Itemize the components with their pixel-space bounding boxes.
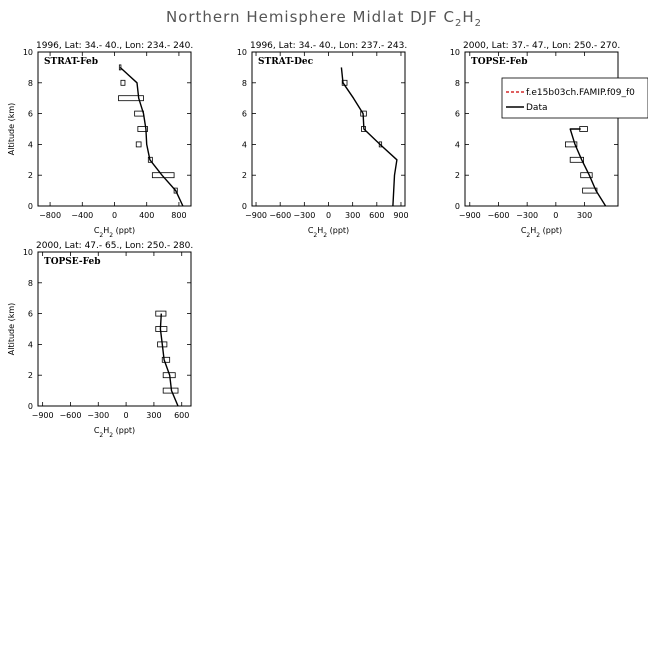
range-box bbox=[580, 172, 593, 179]
y-tick-label: 2 bbox=[28, 171, 33, 180]
y-tick-label: 10 bbox=[237, 48, 247, 57]
y-tick-label: 0 bbox=[28, 402, 33, 411]
x-tick-label: 300 bbox=[345, 211, 360, 220]
panel-title: 1996, Lat: 34.- 40., Lon: 234.- 240. bbox=[36, 41, 193, 51]
x-tick-label: 0 bbox=[124, 411, 129, 420]
legend: f.e15b03ch.FAMIP.f09_f0 Data bbox=[501, 77, 648, 119]
x-tick-label: −800 bbox=[39, 211, 61, 220]
x-tick-label: −300 bbox=[516, 211, 538, 220]
plot-frame bbox=[251, 51, 406, 207]
series-line-data bbox=[159, 313, 179, 407]
chart-panel-2: 1996, Lat: 34.- 40., Lon: 237.- 243. STRA… bbox=[237, 41, 409, 239]
x-tick-label: −600 bbox=[59, 411, 81, 420]
range-box bbox=[118, 95, 144, 102]
y-tick-label: 6 bbox=[455, 110, 460, 119]
x-tick-label: 0 bbox=[326, 211, 331, 220]
series-line-data bbox=[569, 128, 607, 207]
y-tick-label: 4 bbox=[28, 140, 33, 149]
range-box bbox=[569, 156, 584, 163]
panel-label: STRAT-Dec bbox=[258, 57, 314, 67]
x-tick-label: −400 bbox=[71, 211, 93, 220]
x-axis-label: C2H2 (ppt) bbox=[521, 226, 562, 239]
x-tick-label: 300 bbox=[146, 411, 161, 420]
plot-frame bbox=[464, 51, 619, 207]
y-tick-label: 2 bbox=[455, 171, 460, 180]
y-axis-label: Altitude (km) bbox=[7, 103, 16, 155]
series-line-data bbox=[340, 67, 398, 207]
series-line-data bbox=[119, 66, 184, 207]
y-tick-label: 10 bbox=[23, 48, 33, 57]
panel-title: 2000, Lat: 47.- 65., Lon: 250.- 280. bbox=[36, 241, 193, 251]
x-tick-label: 600 bbox=[369, 211, 384, 220]
x-tick-label: 900 bbox=[393, 211, 408, 220]
range-box bbox=[137, 126, 148, 132]
y-tick-label: 6 bbox=[28, 110, 33, 119]
chart-panel-1: 1996, Lat: 34.- 40., Lon: 234.- 240. STRA… bbox=[7, 41, 193, 239]
range-box bbox=[582, 187, 598, 194]
legend-data-label: Data bbox=[526, 103, 548, 113]
x-tick-label: −900 bbox=[459, 211, 481, 220]
y-tick-label: 8 bbox=[28, 279, 33, 288]
range-box bbox=[135, 141, 142, 148]
range-box bbox=[151, 172, 175, 179]
y-tick-label: 0 bbox=[455, 202, 460, 211]
x-axis-label: C2H2 (ppt) bbox=[94, 426, 135, 439]
x-tick-label: 600 bbox=[174, 411, 189, 420]
x-axis-label: C2H2 (ppt) bbox=[94, 226, 135, 239]
plot-frame bbox=[37, 251, 192, 407]
x-tick-label: 300 bbox=[577, 211, 592, 220]
panel-title: 1996, Lat: 34.- 40., Lon: 237.- 243. bbox=[250, 41, 407, 51]
y-tick-label: 8 bbox=[455, 79, 460, 88]
panel-title: 2000, Lat: 37.- 47., Lon: 250.- 270. bbox=[463, 41, 620, 51]
x-axis-label: C2H2 (ppt) bbox=[308, 226, 349, 239]
y-tick-label: 6 bbox=[28, 310, 33, 319]
range-box bbox=[565, 141, 578, 148]
y-tick-label: 4 bbox=[28, 340, 33, 349]
x-tick-label: −600 bbox=[487, 211, 509, 220]
range-box bbox=[161, 356, 171, 363]
chart-panel-4: 2000, Lat: 47.- 65., Lon: 250.- 280. TOPS… bbox=[7, 241, 193, 439]
panel-label: TOPSE-Feb bbox=[471, 57, 527, 67]
x-tick-label: 800 bbox=[171, 211, 186, 220]
legend-model-label: f.e15b03ch.FAMIP.f09_f0 bbox=[526, 88, 635, 98]
y-tick-label: 0 bbox=[242, 202, 247, 211]
y-tick-label: 10 bbox=[23, 248, 33, 257]
range-box bbox=[134, 110, 144, 117]
x-tick-label: 0 bbox=[553, 211, 558, 220]
x-tick-label: −900 bbox=[245, 211, 267, 220]
y-tick-label: 2 bbox=[28, 371, 33, 380]
y-tick-label: 0 bbox=[28, 202, 33, 211]
x-tick-label: 0 bbox=[112, 211, 117, 220]
y-tick-label: 4 bbox=[455, 140, 460, 149]
y-tick-label: 10 bbox=[450, 48, 460, 57]
x-tick-label: 400 bbox=[139, 211, 154, 220]
y-axis-label: Altitude (km) bbox=[7, 303, 16, 355]
figure-title: Northern Hemisphere Midlat DJF C2H2 bbox=[165, 8, 483, 29]
range-box bbox=[173, 187, 178, 194]
x-tick-label: −900 bbox=[32, 411, 54, 420]
x-tick-label: −600 bbox=[269, 211, 291, 220]
range-box bbox=[155, 326, 168, 332]
x-tick-label: −300 bbox=[87, 411, 109, 420]
y-tick-label: 6 bbox=[242, 110, 247, 119]
range-box bbox=[147, 156, 153, 163]
y-tick-label: 4 bbox=[242, 140, 247, 149]
y-tick-label: 8 bbox=[242, 79, 247, 88]
y-tick-label: 8 bbox=[28, 79, 33, 88]
panel-label: TOPSE-Feb bbox=[44, 257, 100, 267]
x-tick-label: −300 bbox=[293, 211, 315, 220]
legend-box bbox=[501, 77, 648, 119]
range-box bbox=[579, 126, 588, 132]
chart-panel-3: 2000, Lat: 37.- 47., Lon: 250.- 270. TOPS… bbox=[450, 41, 620, 239]
y-tick-label: 2 bbox=[242, 171, 247, 180]
range-box bbox=[120, 79, 126, 86]
panel-label: STRAT-Feb bbox=[44, 57, 98, 67]
